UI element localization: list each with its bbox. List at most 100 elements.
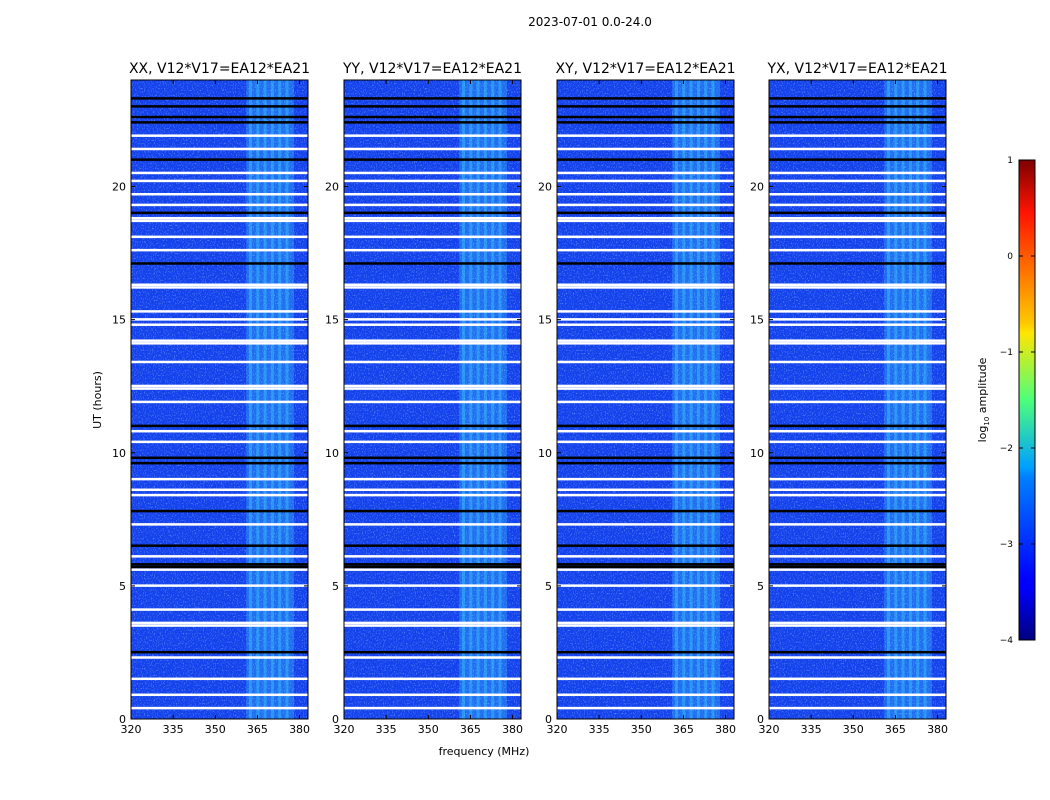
- gap-row: [344, 97, 521, 100]
- rfi-channel: [270, 80, 274, 719]
- colorbar-tick-label: −1: [1000, 348, 1013, 358]
- flagged-row: [769, 384, 946, 388]
- x-tick-label: 365: [247, 723, 268, 736]
- flagged-row: [557, 608, 734, 611]
- flagged-row: [131, 584, 308, 587]
- flagged-row: [557, 219, 734, 223]
- rfi-channel: [278, 80, 282, 719]
- flagged-row: [131, 203, 308, 207]
- flagged-row: [131, 384, 308, 388]
- flagged-row: [557, 318, 734, 321]
- gap-row: [557, 461, 734, 465]
- flagged-row: [769, 693, 946, 697]
- flagged-row: [131, 387, 308, 390]
- flagged-row: [769, 387, 946, 390]
- x-tick-label: 350: [418, 723, 439, 736]
- rfi-channel: [675, 80, 678, 719]
- gap-row: [344, 461, 521, 465]
- flagged-row: [769, 179, 946, 183]
- panel-title: XY, V12*V17=EA12*EA21: [555, 61, 735, 77]
- x-tick-label: 350: [205, 723, 226, 736]
- flagged-row: [344, 621, 521, 625]
- flagged-row: [344, 171, 521, 175]
- flagged-row: [557, 477, 734, 481]
- flagged-row: [344, 134, 521, 137]
- flagged-row: [131, 555, 308, 558]
- flagged-row: [131, 656, 308, 659]
- rfi-channel: [491, 80, 495, 719]
- rfi-band: [884, 80, 932, 719]
- flagged-row: [131, 318, 308, 321]
- flagged-row: [769, 342, 946, 345]
- gap-row: [557, 262, 734, 265]
- gap-row: [769, 461, 946, 465]
- gap-row: [769, 115, 946, 119]
- gap-row: [344, 565, 521, 569]
- x-tick-label: 335: [163, 723, 184, 736]
- y-tick-label: 5: [545, 580, 552, 593]
- y-tick-label: 15: [325, 314, 339, 327]
- rfi-channel: [887, 80, 890, 719]
- gap-row: [344, 105, 521, 108]
- flagged-row: [557, 203, 734, 207]
- rfi-channel: [711, 80, 715, 719]
- flagged-row: [131, 248, 308, 252]
- gap-row: [131, 105, 308, 108]
- gap-row: [769, 158, 946, 161]
- rfi-channel: [483, 80, 487, 719]
- x-tick-label: 335: [801, 723, 822, 736]
- flagged-row: [769, 323, 946, 326]
- y-tick-label: 20: [750, 181, 764, 194]
- flagged-row: [344, 318, 521, 321]
- y-tick-label: 15: [538, 314, 552, 327]
- gap-row: [131, 262, 308, 265]
- y-tick-label: 20: [325, 181, 339, 194]
- gap-row: [557, 509, 734, 513]
- flagged-row: [769, 216, 946, 220]
- y-tick-label: 10: [538, 447, 552, 460]
- flagged-row: [557, 283, 734, 287]
- colorbar-tick-label: 0: [1007, 252, 1013, 262]
- flagged-row: [769, 286, 946, 289]
- rfi-band: [246, 80, 294, 719]
- flagged-row: [131, 171, 308, 175]
- flagged-row: [769, 523, 946, 526]
- x-tick-label: 350: [843, 723, 864, 736]
- gap-row: [131, 461, 308, 465]
- flagged-row: [344, 555, 521, 558]
- flagged-row: [769, 134, 946, 137]
- flagged-row: [557, 216, 734, 220]
- gap-row: [557, 211, 734, 215]
- gap-row: [131, 650, 308, 654]
- flagged-row: [769, 488, 946, 492]
- flagged-row: [131, 219, 308, 223]
- flagged-row: [557, 235, 734, 239]
- gap-row: [769, 97, 946, 100]
- panel-noise-texture: [769, 80, 946, 719]
- flagged-row: [344, 693, 521, 697]
- flagged-row: [131, 342, 308, 345]
- rfi-channel: [908, 80, 912, 719]
- flagged-row: [557, 248, 734, 252]
- flagged-row: [344, 488, 521, 492]
- flagged-row: [557, 488, 734, 492]
- x-tick-label: 380: [289, 723, 310, 736]
- y-tick-label: 10: [325, 447, 339, 460]
- flagged-row: [344, 248, 521, 252]
- y-tick-label: 15: [112, 314, 126, 327]
- gap-row: [557, 456, 734, 460]
- flagged-row: [557, 584, 734, 587]
- flagged-row: [344, 656, 521, 659]
- y-tick-label: 0: [757, 713, 764, 726]
- flagged-row: [131, 192, 308, 196]
- flagged-row: [344, 477, 521, 481]
- flagged-row: [131, 693, 308, 697]
- gap-row: [344, 262, 521, 265]
- y-tick-label: 10: [112, 447, 126, 460]
- gap-row: [557, 115, 734, 119]
- colorbar-gradient: [1018, 159, 1036, 641]
- flagged-row: [557, 134, 734, 137]
- flagged-row: [557, 323, 734, 326]
- flagged-row: [131, 621, 308, 625]
